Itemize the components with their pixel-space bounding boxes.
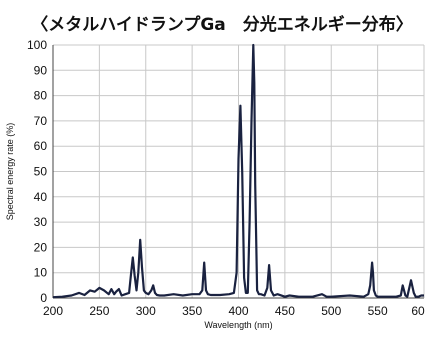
x-tick-label: 550 <box>368 304 388 318</box>
y-tick-label: 20 <box>34 240 48 254</box>
x-tick-labels: 200 250 300 350 400 450 500 550 60 <box>43 304 425 318</box>
x-tick-label: 60 <box>411 304 425 318</box>
y-tick-label: 70 <box>34 114 48 128</box>
y-tick-label: 90 <box>34 63 48 77</box>
x-tick-label: 400 <box>228 304 248 318</box>
spectrum-line <box>52 43 424 299</box>
y-tick-label: 100 <box>27 38 47 52</box>
x-tick-label: 250 <box>89 304 109 318</box>
y-tick-label: 30 <box>34 215 48 229</box>
y-tick-label: 40 <box>34 190 48 204</box>
x-tick-label: 200 <box>43 304 63 318</box>
y-axis-label: Spectral energy rate (%) <box>5 123 15 221</box>
x-tick-label: 300 <box>136 304 156 318</box>
y-tick-labels: 0 10 20 30 40 50 60 70 80 90 100 <box>27 38 47 305</box>
y-tick-label: 50 <box>34 165 48 179</box>
x-tick-label: 450 <box>275 304 295 318</box>
y-tick-label: 60 <box>34 139 48 153</box>
x-tick-label: 350 <box>182 304 202 318</box>
chart-title: 〈メタルハイドランプGa 分光エネルギー分布〉 <box>31 14 413 35</box>
y-tick-label: 80 <box>34 89 48 103</box>
y-tick-label: 10 <box>34 266 48 280</box>
y-tick-label: 0 <box>40 291 47 305</box>
x-tick-label: 500 <box>321 304 341 318</box>
x-axis-label: Wavelength (nm) <box>204 320 272 330</box>
